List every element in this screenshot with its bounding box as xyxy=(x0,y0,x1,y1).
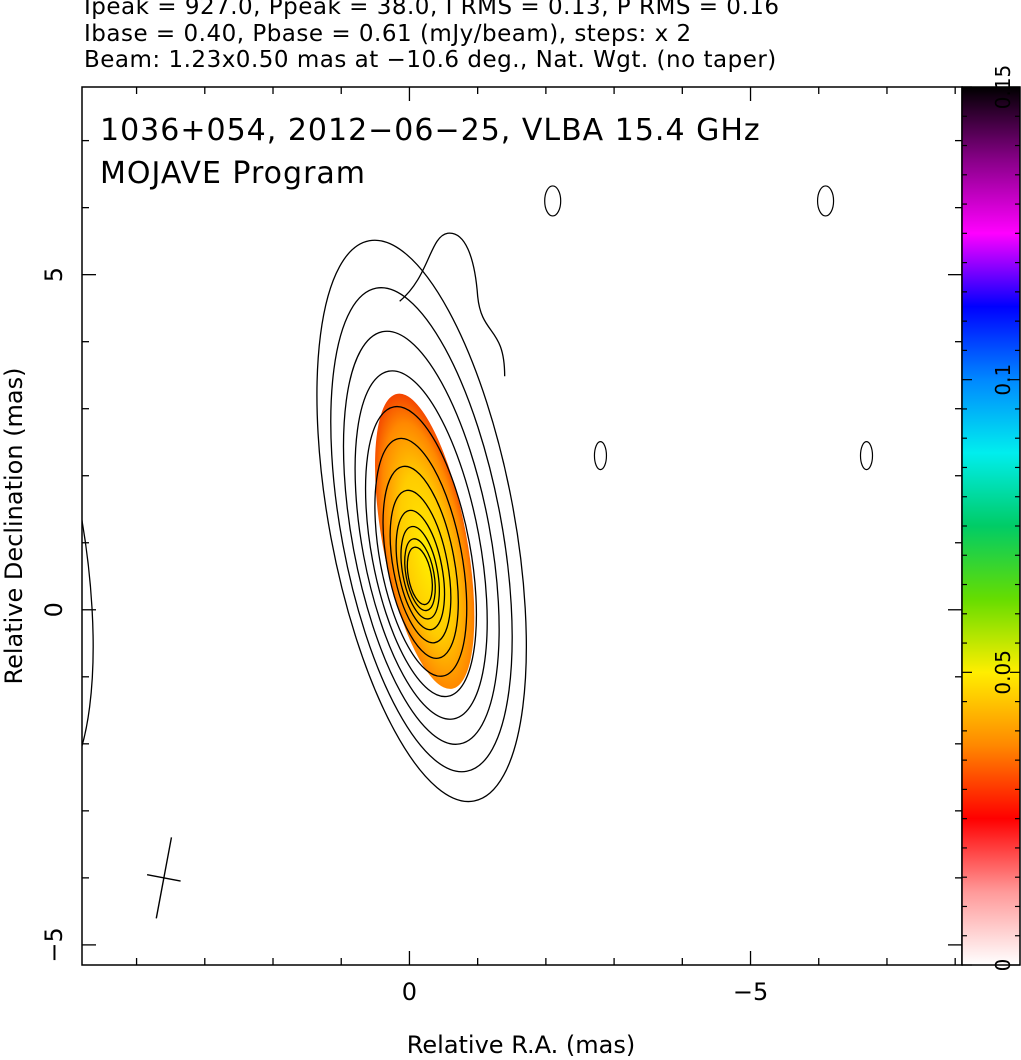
header-line-2: Ibase = 0.40, Pbase = 0.61 (mJy/beam), s… xyxy=(84,21,692,47)
y-axis-label: Relative Declination (mas) xyxy=(0,367,28,684)
contour-panel-1-level-4 xyxy=(395,509,446,631)
colorbar-tick-label: 0 xyxy=(991,959,1015,972)
colorbar-tick-label: 0.05 xyxy=(991,650,1015,695)
misc-features xyxy=(146,185,874,919)
axis-tick-labels: 0 −5 5 0 −5 xyxy=(40,267,768,1006)
contour-panel-1-level-9 xyxy=(354,370,488,720)
y-tick-label: 0 xyxy=(40,602,68,617)
contour-panel-1-level-8 xyxy=(364,405,478,698)
colorbar-ticks: 0 0.05 0.1 0.15 xyxy=(962,65,1020,972)
contour-panel-1-level-10 xyxy=(342,330,500,745)
axis-ticks xyxy=(82,87,962,965)
jet-extension-panel-2 xyxy=(0,233,71,376)
jet-extension-panel-1 xyxy=(399,232,506,377)
plot-area xyxy=(0,185,874,919)
contour-island xyxy=(593,441,608,471)
plot-title-line-2: MOJAVE Program xyxy=(100,156,366,191)
x-tick-label: −5 xyxy=(733,978,768,1006)
evpa-vector xyxy=(28,582,53,594)
colorbar-tick-label: 0.1 xyxy=(991,364,1015,396)
x-axis-label: Relative R.A. (mas) xyxy=(407,1031,635,1059)
x-tick-label: 0 xyxy=(402,978,417,1006)
contour-panel-1-level-5 xyxy=(389,489,452,644)
contour-panel-1-level-2 xyxy=(404,538,436,612)
header-line-3: Beam: 1.23x0.50 mas at −10.6 deg., Nat. … xyxy=(84,47,777,73)
contour-panel-1-level-6 xyxy=(382,465,459,660)
contour-island xyxy=(859,441,874,471)
contour-panel-1-level-11 xyxy=(330,287,513,773)
plot-title-line-1: 1036+054, 2012−06−25, VLBA 15.4 GHz xyxy=(100,113,761,148)
contour-panel-1-level-7 xyxy=(374,437,468,677)
y-tick-label: 5 xyxy=(40,267,68,282)
contour-island xyxy=(816,185,835,217)
intensity-contours xyxy=(0,232,527,803)
contour-panel-1-level-12 xyxy=(316,239,527,803)
evpa-vector xyxy=(25,561,50,573)
header-line-1: Ipeak = 927.0, Ppeak = 38.0, I RMS = 0.1… xyxy=(84,0,780,20)
plot-frame xyxy=(81,86,963,966)
contour-island xyxy=(544,185,562,217)
colorbar-tick-label: 0.15 xyxy=(991,65,1015,110)
beam-minor-axis xyxy=(146,874,181,882)
colorbar xyxy=(961,86,1021,966)
contour-panel-1-level-1 xyxy=(406,546,433,606)
contour-panel-1-level-3 xyxy=(400,525,440,620)
y-tick-label: −5 xyxy=(40,927,68,962)
